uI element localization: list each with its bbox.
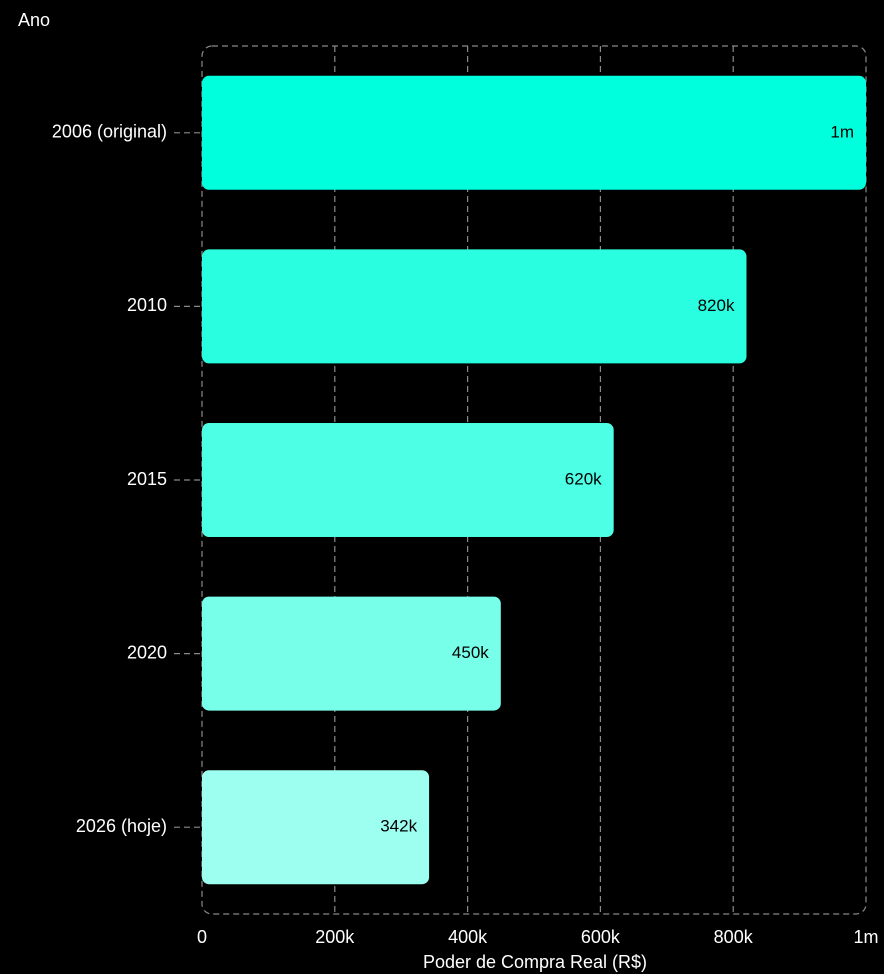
y-axis-title: Ano [18,10,51,30]
bar-value-label: 820k [698,296,735,315]
x-tick-label: 1m [853,927,878,947]
y-tick-label: 2015 [127,469,167,489]
bar [202,423,614,537]
x-axis-title: Poder de Compra Real (R$) [422,952,648,972]
bar-value-label: 1m [830,122,854,141]
plot-frame [201,45,867,915]
bar [202,770,430,885]
x-tick-label: 0 [197,927,207,947]
bar [202,249,747,364]
x-tick-label: 200k [315,927,355,947]
bar-value-label: 450k [452,643,489,662]
bar [202,596,501,711]
x-tick-label: 800k [714,927,754,947]
bar-value-label: 620k [565,469,602,488]
y-tick-label: 2010 [127,295,167,315]
x-tick-label: 400k [448,927,488,947]
y-tick-label: 2026 (hoje) [76,816,167,836]
bar-value-label: 342k [380,817,417,836]
x-tick-label: 600k [581,927,621,947]
y-tick-label: 2020 [127,642,167,662]
y-tick-label: 2006 (original) [52,122,167,142]
bar [202,75,866,190]
